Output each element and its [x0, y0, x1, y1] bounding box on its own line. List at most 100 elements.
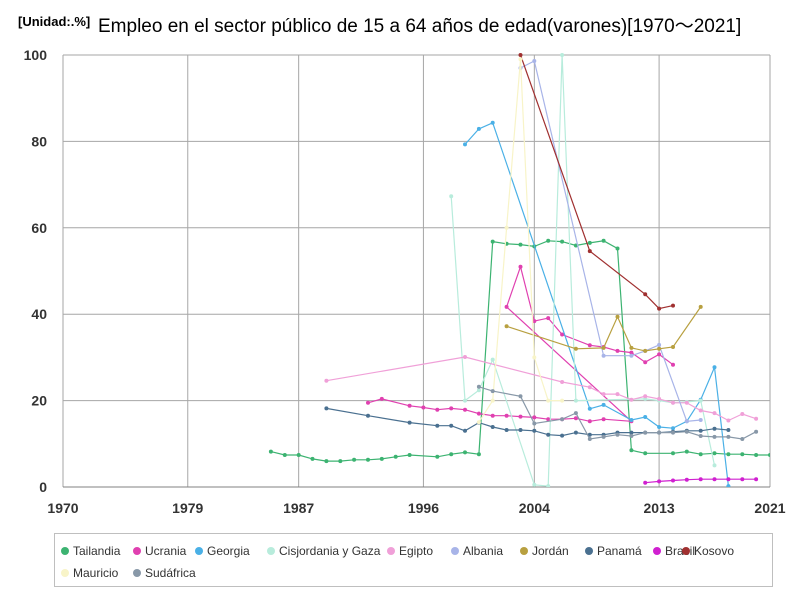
legend-label: Cisjordania y Gaza	[279, 544, 381, 558]
data-point	[754, 429, 759, 434]
data-point	[449, 406, 454, 411]
legend-label: Mauricio	[73, 566, 119, 580]
series-line	[326, 356, 757, 422]
legend-marker	[267, 547, 275, 555]
data-point	[560, 239, 565, 244]
data-point	[546, 238, 551, 243]
series-line	[464, 121, 729, 487]
data-point	[587, 385, 592, 390]
data-point	[712, 463, 717, 468]
series-line	[450, 54, 716, 487]
data-point	[504, 225, 509, 230]
data-point	[712, 434, 717, 439]
data-point	[546, 484, 551, 487]
data-point	[601, 402, 606, 407]
data-point	[490, 398, 495, 403]
data-point	[490, 425, 495, 429]
series-3	[449, 53, 717, 487]
data-point	[463, 355, 467, 359]
data-point	[754, 416, 759, 421]
data-point	[518, 394, 523, 399]
data-point	[490, 239, 495, 244]
data-point	[324, 459, 329, 464]
data-point	[573, 346, 578, 351]
series-0	[268, 238, 770, 464]
data-point	[684, 419, 689, 424]
legend-label: Egipto	[399, 544, 434, 558]
data-point	[615, 314, 620, 319]
x-tick-label: 2013	[644, 500, 675, 516]
data-point	[532, 421, 537, 426]
data-point	[768, 453, 770, 457]
data-point	[712, 426, 717, 431]
data-point	[546, 417, 551, 422]
data-point	[546, 432, 551, 437]
legend-label: Georgia	[207, 544, 250, 558]
legend-marker	[585, 547, 593, 555]
data-point	[643, 360, 648, 365]
data-point	[324, 378, 329, 383]
legend-marker	[195, 547, 203, 555]
data-point	[657, 342, 662, 347]
data-point	[463, 428, 467, 433]
y-tick-label: 60	[31, 220, 47, 236]
data-point	[532, 415, 537, 420]
data-point	[657, 306, 662, 311]
data-point	[463, 142, 467, 147]
data-point	[532, 428, 537, 433]
data-point	[601, 417, 606, 422]
data-point	[712, 411, 717, 416]
data-point	[435, 454, 440, 459]
data-point	[601, 353, 606, 358]
data-point	[532, 355, 537, 360]
data-point	[684, 449, 689, 454]
data-point	[518, 264, 523, 269]
data-point	[671, 426, 675, 431]
data-point	[671, 362, 675, 367]
data-point	[740, 437, 745, 441]
data-point	[601, 392, 606, 397]
data-point	[490, 357, 495, 362]
data-point	[657, 479, 662, 484]
data-point	[726, 434, 731, 439]
x-tick-label: 1987	[283, 500, 314, 516]
data-point	[698, 418, 703, 422]
unit-label: [Unidad:.%]	[18, 14, 91, 29]
data-point	[490, 389, 495, 394]
data-point	[643, 480, 648, 485]
legend-marker	[133, 547, 141, 555]
legend-label: Panamá	[597, 544, 642, 558]
data-point	[712, 477, 717, 482]
data-point	[476, 420, 481, 425]
data-point	[435, 407, 440, 412]
data-point	[712, 451, 717, 456]
legend-item: Ucrania	[133, 544, 186, 558]
legend-label: Ucrania	[145, 544, 187, 558]
legend-label: Albania	[463, 544, 504, 558]
data-point	[587, 240, 592, 245]
data-point	[518, 242, 523, 247]
data-point	[379, 396, 384, 401]
data-point	[587, 343, 592, 348]
data-point	[671, 303, 675, 308]
data-point	[518, 428, 523, 432]
data-point	[615, 348, 620, 353]
data-point	[573, 398, 578, 403]
data-point	[366, 413, 370, 418]
legend-marker	[61, 569, 69, 577]
data-point	[476, 388, 481, 393]
data-point	[573, 411, 578, 416]
y-tick-label: 80	[31, 133, 47, 149]
data-point	[698, 408, 703, 413]
data-point	[407, 403, 412, 408]
data-point	[629, 430, 634, 435]
data-point	[643, 451, 648, 456]
data-point	[504, 413, 509, 418]
data-point	[754, 453, 759, 457]
series-8	[643, 477, 759, 485]
data-point	[698, 434, 703, 438]
x-tick-label: 1970	[47, 500, 78, 516]
legend-marker	[387, 547, 395, 555]
data-point	[518, 57, 523, 62]
data-point	[449, 423, 454, 428]
